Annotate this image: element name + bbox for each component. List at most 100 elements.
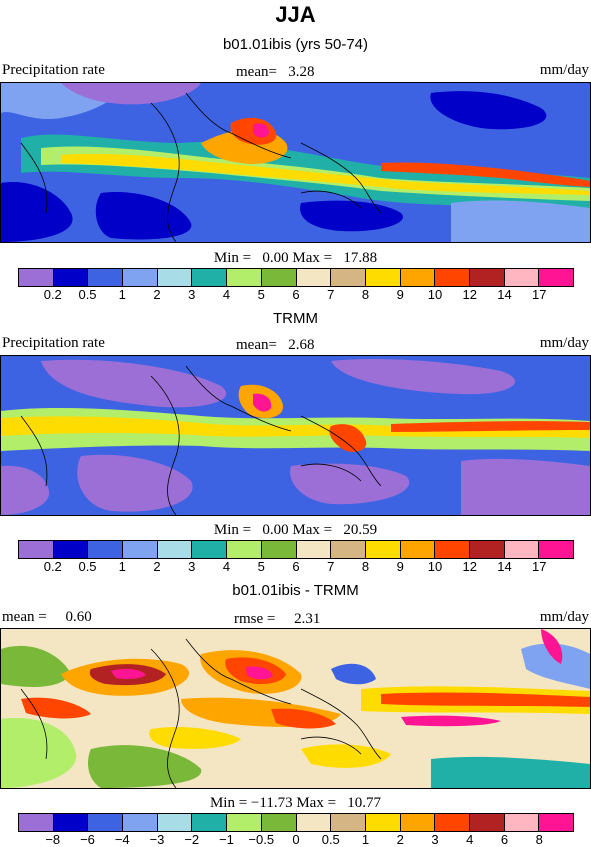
colorbar-swatch <box>53 541 89 558</box>
colorbar-tick-label: 1 <box>118 559 126 574</box>
panel-2-colorbar-ticks: 0.2 0.5 1 2 3 4 5 6 7 8 9 10 12 14 17 <box>0 559 591 577</box>
colorbar-swatch <box>296 814 332 831</box>
colorbar-swatch <box>261 541 297 558</box>
colorbar-tick-label: 5 <box>257 287 265 302</box>
colorbar-tick-label: 1 <box>118 287 126 302</box>
panel-3-minmax: Min = −11.73 Max = 10.77 <box>209 795 382 811</box>
colorbar-tick-label: 4 <box>222 287 231 302</box>
colorbar-swatch <box>539 814 573 831</box>
colorbar-tick-label: 17 <box>532 287 547 302</box>
panel-3-rmse-label: rmse = 2.31 <box>234 611 321 627</box>
colorbar-tick-label: 12 <box>462 559 477 574</box>
colorbar-swatch <box>157 814 193 831</box>
colorbar-swatch <box>296 269 332 286</box>
colorbar-tick-label: 0.2 <box>43 559 62 574</box>
colorbar-swatch <box>504 541 540 558</box>
colorbar-swatch <box>504 269 540 286</box>
colorbar-swatch <box>331 814 366 831</box>
colorbar-swatch <box>157 269 193 286</box>
colorbar-swatch <box>227 541 262 558</box>
colorbar-swatch <box>296 541 332 558</box>
panel-2-left-label: Precipitation rate <box>2 335 105 351</box>
colorbar-swatch <box>469 814 505 831</box>
panel-1-subtitle: b01.01ibis (yrs 50-74) <box>222 36 369 53</box>
colorbar-tick-label: −8 <box>45 832 61 847</box>
colorbar-tick-label: −4 <box>114 832 130 847</box>
colorbar-swatch <box>365 814 401 831</box>
panel-1-mean-label: mean= 3.28 <box>236 64 315 80</box>
colorbar-tick-label: 7 <box>327 559 335 574</box>
colorbar-tick-label: 17 <box>532 559 547 574</box>
panel-3-colorbar-ticks: −8 −6 −4 −3 −2 −1 −0.5 0 0.5 1 2 3 4 6 8 <box>0 832 591 847</box>
colorbar-tick-label: 14 <box>497 559 512 574</box>
colorbar-tick-label: 6 <box>292 559 300 574</box>
colorbar-swatch <box>19 814 54 831</box>
panel-3-colorbar <box>18 813 574 832</box>
colorbar-tick-label: 0.5 <box>321 832 340 847</box>
colorbar-swatch <box>192 814 228 831</box>
colorbar-swatch <box>400 269 436 286</box>
panel-2-map <box>0 355 591 516</box>
panel-1-map <box>0 82 591 243</box>
colorbar-tick-label: −6 <box>80 832 95 847</box>
colorbar-swatch <box>365 269 401 286</box>
panel-3-subtitle: b01.01ibis - TRMM <box>232 582 359 599</box>
colorbar-tick-label: 9 <box>396 559 404 574</box>
panel-1-colorbar <box>18 268 574 287</box>
panel-2-map-svg <box>1 356 590 515</box>
colorbar-tick-label: 2 <box>396 832 404 847</box>
colorbar-swatch <box>192 269 228 286</box>
colorbar-swatch <box>88 269 124 286</box>
colorbar-swatch <box>469 269 505 286</box>
colorbar-swatch <box>331 269 366 286</box>
colorbar-tick-label: 0.2 <box>43 287 62 302</box>
colorbar-tick-label: 10 <box>427 287 443 302</box>
colorbar-tick-label: −0.5 <box>248 832 275 847</box>
colorbar-tick-label: 6 <box>292 287 300 302</box>
panel-3-map <box>0 628 591 789</box>
colorbar-swatch <box>123 814 158 831</box>
panel-2-mean-label: mean= 2.68 <box>236 337 315 353</box>
colorbar-swatch <box>469 541 505 558</box>
colorbar-tick-label: 6 <box>500 832 509 847</box>
colorbar-swatch <box>19 541 54 558</box>
colorbar-swatch <box>261 269 297 286</box>
colorbar-tick-label: 2 <box>153 287 161 302</box>
colorbar-swatch <box>227 814 262 831</box>
colorbar-swatch <box>504 814 540 831</box>
colorbar-tick-label: 4 <box>466 832 474 847</box>
panel-2-colorbar <box>18 540 574 559</box>
colorbar-swatch <box>435 541 470 558</box>
colorbar-tick-label: 0.5 <box>78 287 97 302</box>
colorbar-tick-label: 12 <box>462 287 477 302</box>
panel-1-units-label: mm/day <box>539 62 589 78</box>
panel-2-minmax: Min = 0.00 Max = 20.59 <box>213 522 378 538</box>
colorbar-swatch <box>435 269 470 286</box>
panel-3-mean-label: mean = 0.60 <box>2 609 92 625</box>
colorbar-swatch <box>192 541 228 558</box>
colorbar-tick-label: 8 <box>361 559 370 574</box>
figure-title: JJA <box>275 2 316 27</box>
colorbar-tick-label: 7 <box>327 287 335 302</box>
colorbar-tick-label: 10 <box>427 559 443 574</box>
colorbar-swatch <box>19 269 54 286</box>
colorbar-tick-label: 9 <box>396 287 404 302</box>
colorbar-swatch <box>157 541 193 558</box>
colorbar-swatch <box>365 541 401 558</box>
panel-2-units-label: mm/day <box>539 335 589 351</box>
colorbar-swatch <box>53 814 89 831</box>
colorbar-tick-label: 8 <box>361 287 370 302</box>
colorbar-tick-label: 0 <box>292 832 300 847</box>
colorbar-tick-label: 2 <box>153 559 161 574</box>
colorbar-tick-label: 8 <box>535 832 543 847</box>
colorbar-tick-label: 1 <box>361 832 370 847</box>
colorbar-swatch <box>539 541 573 558</box>
colorbar-swatch <box>88 541 124 558</box>
colorbar-swatch <box>261 814 297 831</box>
colorbar-swatch <box>53 269 89 286</box>
colorbar-tick-label: 3 <box>431 832 439 847</box>
colorbar-tick-label: −2 <box>184 832 200 847</box>
colorbar-swatch <box>539 269 573 286</box>
colorbar-swatch <box>88 814 124 831</box>
colorbar-swatch <box>227 269 262 286</box>
